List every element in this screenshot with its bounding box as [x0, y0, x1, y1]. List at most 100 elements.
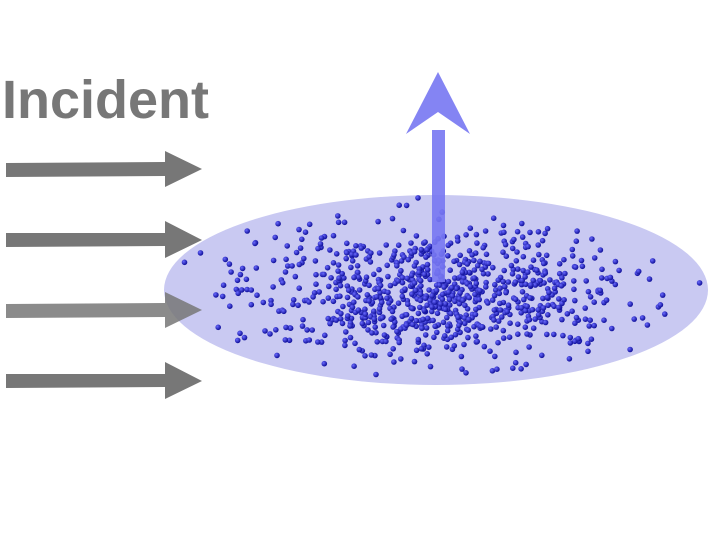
particle — [248, 287, 255, 293]
particle — [381, 332, 388, 338]
particle — [535, 242, 541, 248]
arrow-head — [406, 72, 470, 134]
particle — [353, 243, 359, 249]
particle — [488, 326, 494, 332]
particle — [558, 283, 565, 289]
particle — [495, 339, 501, 346]
particle — [399, 274, 406, 281]
particle — [609, 325, 615, 332]
particle — [296, 226, 302, 233]
particle — [341, 275, 347, 281]
particle — [471, 275, 478, 281]
particle — [499, 314, 505, 320]
particle — [445, 253, 451, 259]
particle — [327, 320, 333, 327]
particle — [337, 316, 344, 322]
particle — [347, 334, 354, 341]
particle — [466, 316, 472, 323]
particle — [569, 253, 576, 259]
particle — [181, 259, 188, 266]
particle — [336, 275, 342, 281]
particle — [490, 215, 497, 221]
arrow — [6, 292, 202, 328]
particle — [326, 283, 332, 290]
particle — [226, 261, 233, 267]
particle — [362, 353, 368, 359]
particle — [463, 370, 469, 376]
particle — [627, 346, 633, 353]
particle — [418, 346, 425, 352]
particle — [427, 297, 433, 304]
particle — [528, 282, 534, 288]
particle — [491, 317, 497, 323]
particle — [445, 289, 452, 295]
particle — [586, 323, 592, 329]
particle — [260, 299, 267, 306]
particle — [452, 298, 458, 305]
particle — [444, 323, 451, 329]
particle — [556, 296, 562, 302]
particle — [518, 305, 525, 311]
particle — [297, 245, 304, 251]
particle — [525, 269, 531, 275]
particle — [449, 293, 456, 299]
particle — [496, 290, 503, 297]
particle — [466, 248, 473, 254]
particle — [410, 321, 416, 328]
particle — [335, 268, 341, 274]
particle — [335, 262, 342, 268]
particle — [369, 330, 375, 336]
particle — [416, 269, 422, 276]
particle — [222, 256, 229, 263]
particle — [500, 327, 507, 334]
particle — [497, 300, 503, 307]
particle — [572, 297, 578, 304]
particle — [423, 325, 430, 331]
particle — [635, 268, 642, 275]
particle — [295, 302, 301, 309]
particle — [597, 287, 603, 294]
particle — [395, 300, 402, 307]
particle — [612, 281, 619, 288]
particle — [503, 253, 510, 259]
particle — [419, 325, 425, 332]
particle — [408, 272, 415, 279]
particle — [253, 265, 260, 271]
particle — [530, 277, 536, 284]
particle — [394, 263, 400, 269]
particle — [389, 215, 396, 222]
particle — [347, 323, 353, 329]
particle — [399, 279, 406, 286]
particle — [398, 267, 404, 274]
particle — [434, 310, 441, 317]
particle — [452, 331, 459, 338]
particle — [270, 257, 277, 264]
particle — [451, 275, 458, 281]
particle — [395, 278, 402, 284]
particle — [371, 308, 377, 315]
particle — [411, 358, 418, 365]
particle — [235, 290, 241, 297]
particle — [526, 316, 533, 323]
particle — [355, 274, 362, 281]
particle — [476, 296, 483, 303]
particle — [473, 231, 480, 238]
particle — [569, 246, 576, 253]
particle — [491, 307, 498, 313]
particle — [372, 324, 379, 330]
particle — [306, 337, 313, 343]
particle — [540, 305, 547, 311]
particle — [479, 266, 485, 273]
particle — [589, 236, 595, 242]
particle — [387, 282, 394, 289]
particle — [591, 255, 598, 261]
particle — [395, 242, 402, 248]
particle — [487, 348, 493, 355]
particle — [290, 301, 296, 308]
particle — [473, 280, 480, 287]
particle — [365, 327, 371, 333]
particle — [585, 340, 591, 347]
particle — [283, 256, 289, 263]
particle — [566, 356, 573, 362]
particle — [413, 347, 420, 354]
